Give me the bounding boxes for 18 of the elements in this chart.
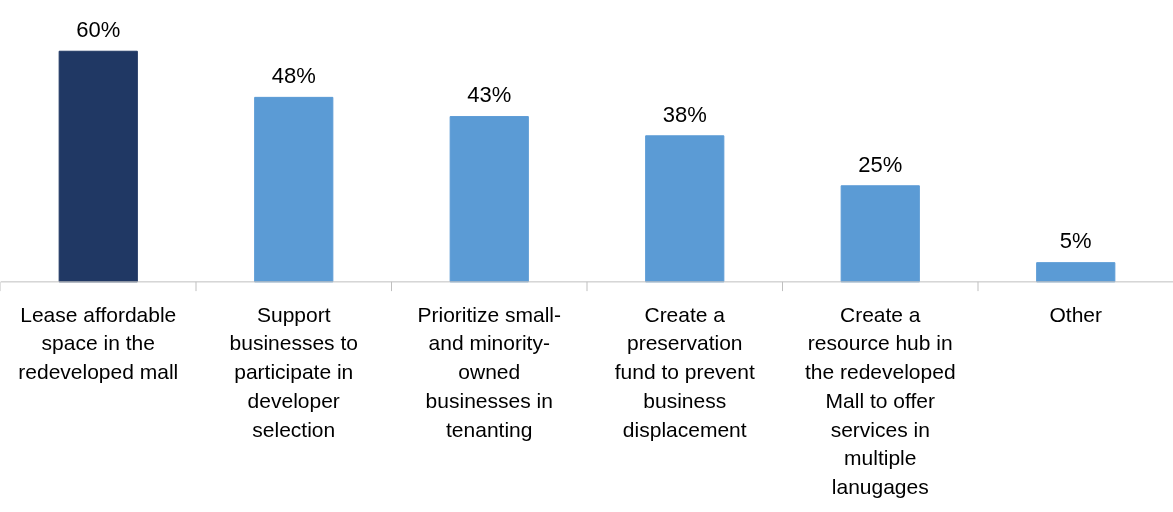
x-tick-label: Prioritize small- and minority- owned businesses in tenanting	[417, 302, 562, 441]
data-label: 5%	[1059, 228, 1092, 254]
data-label: 48%	[271, 63, 316, 89]
data-label: 25%	[858, 151, 903, 177]
bar	[645, 135, 725, 283]
bar	[1036, 262, 1116, 283]
data-label: 43%	[467, 82, 512, 108]
bar	[840, 185, 920, 283]
bar	[254, 96, 334, 283]
x-tick-label: Create a resource hub in the redeveloped Mall to offer services in multiple lanugages	[804, 302, 956, 499]
x-tick-label: Support businesses to participate in developer selection	[229, 302, 358, 441]
data-label: 60%	[76, 17, 121, 43]
data-label: 38%	[662, 101, 707, 127]
bar	[449, 116, 529, 283]
bar	[58, 50, 138, 283]
x-tick-label: Create a preservation fund to prevent business displacement	[614, 302, 755, 441]
x-tick-label: Lease affordable space in the redeveloped mall	[18, 302, 179, 384]
x-tick-label: Other	[1049, 302, 1103, 326]
